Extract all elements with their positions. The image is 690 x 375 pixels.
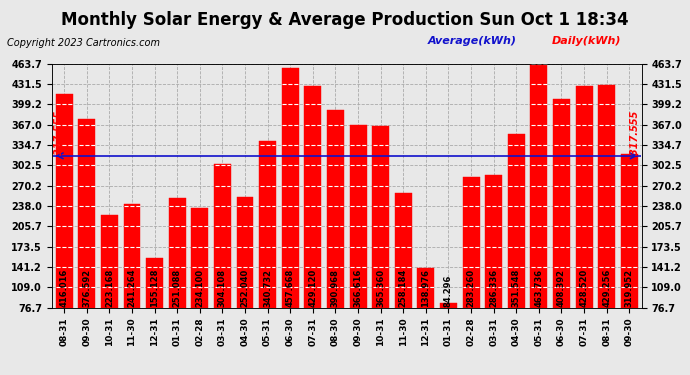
Bar	[485, 176, 502, 308]
Text: 317.555: 317.555	[630, 110, 640, 154]
Bar	[214, 164, 231, 308]
Bar	[417, 268, 434, 308]
Bar	[462, 177, 480, 308]
Bar	[78, 118, 95, 308]
Bar	[169, 198, 186, 308]
Text: 283.260: 283.260	[466, 268, 475, 306]
Text: 252.040: 252.040	[241, 268, 250, 306]
Text: 304.108: 304.108	[218, 268, 227, 306]
Text: 351.548: 351.548	[512, 268, 521, 306]
Bar	[237, 197, 253, 308]
Bar	[191, 209, 208, 308]
Text: 340.732: 340.732	[263, 268, 272, 306]
Bar	[531, 64, 547, 308]
Bar	[350, 125, 366, 308]
Bar	[146, 258, 163, 308]
Bar	[553, 99, 570, 308]
Text: 251.088: 251.088	[172, 268, 181, 306]
Text: 416.016: 416.016	[59, 268, 69, 306]
Text: Monthly Solar Energy & Average Production Sun Oct 1 18:34: Monthly Solar Energy & Average Productio…	[61, 11, 629, 29]
Text: 429.120: 429.120	[308, 268, 317, 306]
Text: 84.296: 84.296	[444, 274, 453, 306]
Text: 241.264: 241.264	[128, 268, 137, 306]
Bar	[598, 86, 615, 308]
Bar	[282, 68, 299, 308]
Text: 138.976: 138.976	[422, 268, 431, 306]
Bar	[508, 134, 524, 308]
Bar	[327, 110, 344, 308]
Text: 258.184: 258.184	[399, 268, 408, 306]
Text: 286.336: 286.336	[489, 268, 498, 306]
Text: Daily(kWh): Daily(kWh)	[552, 36, 622, 46]
Bar	[124, 204, 141, 308]
Bar	[395, 193, 412, 308]
Text: 457.668: 457.668	[286, 268, 295, 306]
Bar	[304, 86, 322, 308]
Text: 234.100: 234.100	[195, 268, 204, 306]
Text: 365.360: 365.360	[376, 268, 385, 306]
Bar	[56, 94, 72, 308]
Text: 366.616: 366.616	[353, 268, 362, 306]
Bar	[621, 154, 638, 308]
Text: 408.392: 408.392	[557, 268, 566, 306]
Text: 319.952: 319.952	[624, 268, 634, 306]
Text: 463.736: 463.736	[534, 268, 543, 306]
Text: 223.168: 223.168	[105, 268, 114, 306]
Text: Copyright 2023 Cartronics.com: Copyright 2023 Cartronics.com	[7, 38, 160, 48]
Bar	[101, 215, 118, 308]
Text: 429.256: 429.256	[602, 268, 611, 306]
Bar	[575, 86, 593, 308]
Bar	[372, 126, 389, 308]
Bar	[440, 303, 457, 307]
Text: 376.592: 376.592	[82, 268, 91, 306]
Text: Average(kWh): Average(kWh)	[428, 36, 517, 46]
Text: 428.520: 428.520	[580, 268, 589, 306]
Text: 390.968: 390.968	[331, 268, 340, 306]
Text: 317.555: 317.555	[54, 110, 63, 154]
Text: 155.128: 155.128	[150, 268, 159, 306]
Bar	[259, 141, 276, 308]
